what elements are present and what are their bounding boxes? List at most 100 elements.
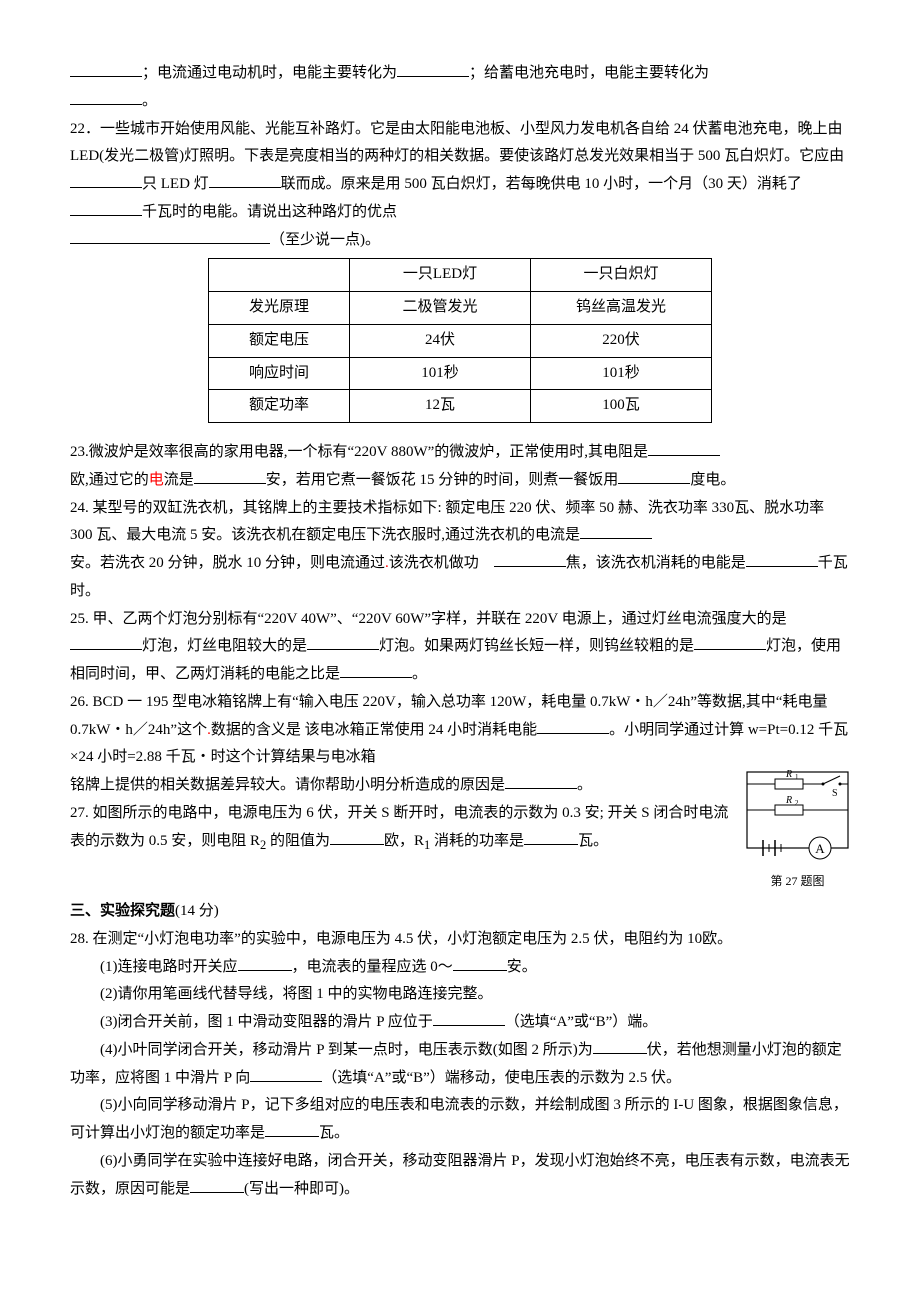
blank xyxy=(265,1121,319,1137)
blank xyxy=(746,551,818,567)
text: 消耗的功率是 xyxy=(430,833,524,849)
q28-5: (5)小向同学移动滑片 P，记下多组对应的电压表和电流表的示数，并绘制成图 3 … xyxy=(70,1092,850,1148)
table-row: 额定电压 24伏 220伏 xyxy=(209,324,712,357)
q-number: 27. xyxy=(70,805,89,821)
cell: 101秒 xyxy=(531,357,712,390)
section-heading: 三、实验探究题 xyxy=(70,903,175,919)
text: (14 分) xyxy=(175,903,219,919)
text: 。 xyxy=(412,666,427,682)
svg-text:1: 1 xyxy=(795,773,799,781)
q-number: 28. xyxy=(70,931,89,947)
q-number: 23. xyxy=(70,444,89,460)
text: 瓦。 xyxy=(319,1125,349,1141)
text: 联而成。原来是用 500 瓦白炽灯，若每晚供电 10 小时，一个月（30 天）消… xyxy=(281,176,802,192)
text: (6)小勇同学在实验中连接好电路，闭合开关，移动变阻器滑片 P，发现小灯泡始终不… xyxy=(70,1153,850,1197)
blank xyxy=(70,89,142,105)
blank xyxy=(238,955,292,971)
text: 安。 xyxy=(507,959,537,975)
blank xyxy=(453,955,507,971)
blank xyxy=(494,551,566,567)
q-number: 26. xyxy=(70,694,89,710)
text: 只 LED 灯 xyxy=(142,176,209,192)
text: (写出一种即可)。 xyxy=(244,1181,359,1197)
text: 铭牌上提供的相关数据差异较大。请你帮助小明分析造成的原因是 xyxy=(70,777,505,793)
text: 千瓦时的电能。请说出这种路灯的优点 xyxy=(142,204,397,220)
blank xyxy=(524,829,578,845)
q-number: 24. xyxy=(70,500,89,516)
text: 微波炉是效率很高的家用电器,一个标有“220V 880W”的微波炉，正常使用时,… xyxy=(89,444,648,460)
cell: 二极管发光 xyxy=(350,292,531,325)
svg-text:R: R xyxy=(785,795,792,806)
section-3-title: 三、实验探究题(14 分) xyxy=(70,898,850,926)
q21-tail: ；电流通过电动机时，电能主要转化为 ；给蓄电池充电时，电能主要转化为 。 xyxy=(70,60,850,116)
table-row: 额定功率 12瓦 100瓦 xyxy=(209,390,712,423)
svg-text:A: A xyxy=(815,841,825,856)
cell: 一只LED灯 xyxy=(350,259,531,292)
text: (5)小向同学移动滑片 P，记下多组对应的电压表和电流表的示数，并绘制成图 3 … xyxy=(70,1097,848,1141)
text: 在测定“小灯泡电功率”的实验中，电源电压为 4.5 伏，小灯泡额定电压为 2.5… xyxy=(89,931,732,947)
q27-figure: A R 1 R 2 S 第 27 题图 xyxy=(745,770,850,892)
q27: 27. 如图所示的电路中，电源电压为 6 伏，开关 S 断开时，电流表的示数为 … xyxy=(70,800,850,857)
text: (3)闭合开关前，图 1 中滑动变阻器的滑片 P 应位于 xyxy=(100,1014,433,1030)
q23: 23.微波炉是效率很高的家用电器,一个标有“220V 880W”的微波炉，正常使… xyxy=(70,439,850,495)
blank xyxy=(209,172,281,188)
q28-4: (4)小叶同学闭合开关，移动滑片 P 到某一点时，电压表示数(如图 2 所示)为… xyxy=(70,1037,850,1093)
blank xyxy=(70,172,142,188)
text: 的阻值为 xyxy=(266,833,330,849)
blank xyxy=(505,773,577,789)
blank xyxy=(593,1038,647,1054)
cell: 发光原理 xyxy=(209,292,350,325)
text: ，电流表的量程应选 0～ xyxy=(292,959,453,975)
blank xyxy=(307,634,379,650)
q24: 24. 某型号的双缸洗衣机，其铭牌上的主要技术指标如下: 额定电压 220 伏、… xyxy=(70,495,850,606)
svg-text:R: R xyxy=(785,770,792,780)
q22: 22．一些城市开始使用风能、光能互补路灯。它是由太阳能电池板、小型风力发电机各自… xyxy=(70,116,850,255)
q26: 26. BCD 一 195 型电冰箱铭牌上有“输入电压 220V，输入总功率 1… xyxy=(70,689,850,772)
text: ；给蓄电池充电时，电能主要转化为 xyxy=(469,65,709,81)
blank xyxy=(618,468,690,484)
text: 甲、乙两个灯泡分别标有“220V 40W”、“220V 60W”字样，并联在 2… xyxy=(89,611,787,627)
text: 该洗衣机做功 xyxy=(389,555,494,571)
text: (4)小叶同学闭合开关，移动滑片 P 到某一点时，电压表示数(如图 2 所示)为 xyxy=(100,1042,593,1058)
cell: 24伏 xyxy=(350,324,531,357)
blank xyxy=(250,1066,322,1082)
cell: 额定功率 xyxy=(209,390,350,423)
cell xyxy=(209,259,350,292)
blank xyxy=(190,1177,244,1193)
text: 欧，R xyxy=(384,833,424,849)
q28-2: (2)请你用笔画线代替导线，将图 1 中的实物电路连接完整。 xyxy=(70,981,850,1009)
blank xyxy=(70,228,270,244)
text: 度电。 xyxy=(690,472,735,488)
text: 一些城市开始使用风能、光能互补路灯。它是由太阳能电池板、小型风力发电机各自给 2… xyxy=(70,121,844,165)
text: 灯泡。如果两灯钨丝长短一样，则钨丝较粗的是 xyxy=(379,638,694,654)
text: ；电流通过电动机时，电能主要转化为 xyxy=(142,65,397,81)
q25: 25. 甲、乙两个灯泡分别标有“220V 40W”、“220V 60W”字样，并… xyxy=(70,606,850,689)
text: （至少说一点)。 xyxy=(270,232,380,248)
text: (1)连接电路时开关应 xyxy=(100,959,238,975)
text: 欧,通过它的 xyxy=(70,472,149,488)
text: （选填“A”或“B”）端。 xyxy=(505,1014,657,1030)
text: 瓦。 xyxy=(578,833,608,849)
table-row: 发光原理 二极管发光 钨丝高温发光 xyxy=(209,292,712,325)
blank xyxy=(70,200,142,216)
text: 安，若用它煮一餐饭花 15 分钟的时间，则煮一餐饭用 xyxy=(266,472,619,488)
text: 数据的含义是 该电冰箱正常使用 24 小时消耗电能 xyxy=(211,722,537,738)
lamp-table: 一只LED灯 一只白炽灯 发光原理 二极管发光 钨丝高温发光 额定电压 24伏 … xyxy=(208,258,712,423)
cell: 响应时间 xyxy=(209,357,350,390)
cell: 101秒 xyxy=(350,357,531,390)
text: (2)请你用笔画线代替导线，将图 1 中的实物电路连接完整。 xyxy=(100,986,493,1002)
blank xyxy=(70,61,142,77)
blank xyxy=(330,829,384,845)
text: 。 xyxy=(142,93,157,109)
q-number: 22． xyxy=(70,121,100,137)
blank xyxy=(340,662,412,678)
blank xyxy=(580,523,652,539)
q26b: 铭牌上提供的相关数据差异较大。请你帮助小明分析造成的原因是。 xyxy=(70,772,850,800)
table-row: 一只LED灯 一只白炽灯 xyxy=(209,259,712,292)
blank xyxy=(694,634,766,650)
blank xyxy=(194,468,266,484)
blank xyxy=(433,1010,505,1026)
figure-caption: 第 27 题图 xyxy=(745,870,850,892)
q28: 28. 在测定“小灯泡电功率”的实验中，电源电压为 4.5 伏，小灯泡额定电压为… xyxy=(70,926,850,954)
svg-text:S: S xyxy=(832,788,838,799)
